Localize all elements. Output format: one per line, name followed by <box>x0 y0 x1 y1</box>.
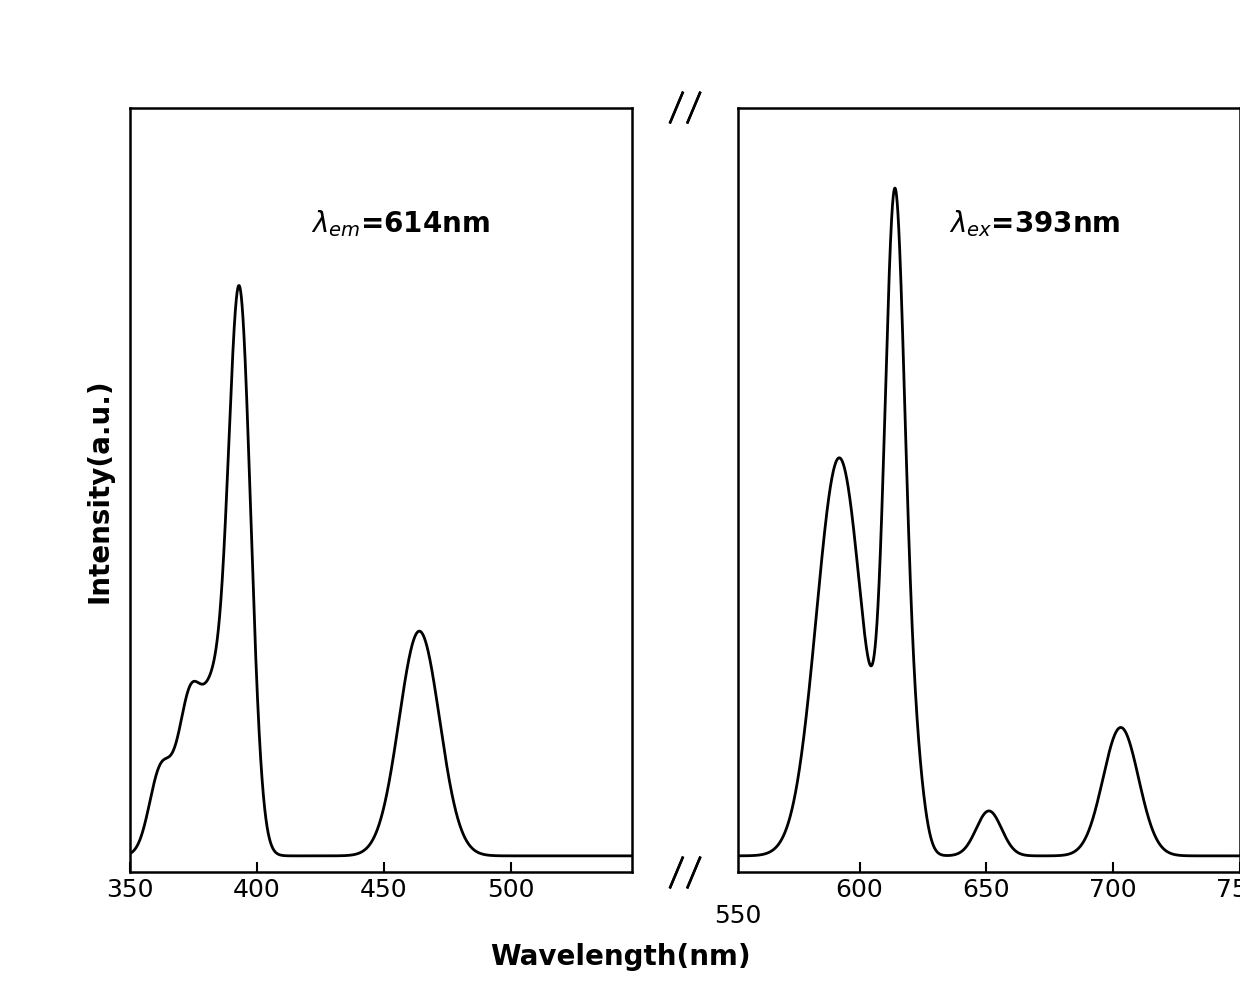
Text: 550: 550 <box>714 903 761 927</box>
Text: $\lambda_{em}$=614nm: $\lambda_{em}$=614nm <box>311 208 490 239</box>
Text: $\lambda_{ex}$=393nm: $\lambda_{ex}$=393nm <box>949 208 1120 239</box>
Y-axis label: Intensity(a.u.): Intensity(a.u.) <box>86 379 114 602</box>
Text: Wavelength(nm): Wavelength(nm) <box>490 943 750 970</box>
